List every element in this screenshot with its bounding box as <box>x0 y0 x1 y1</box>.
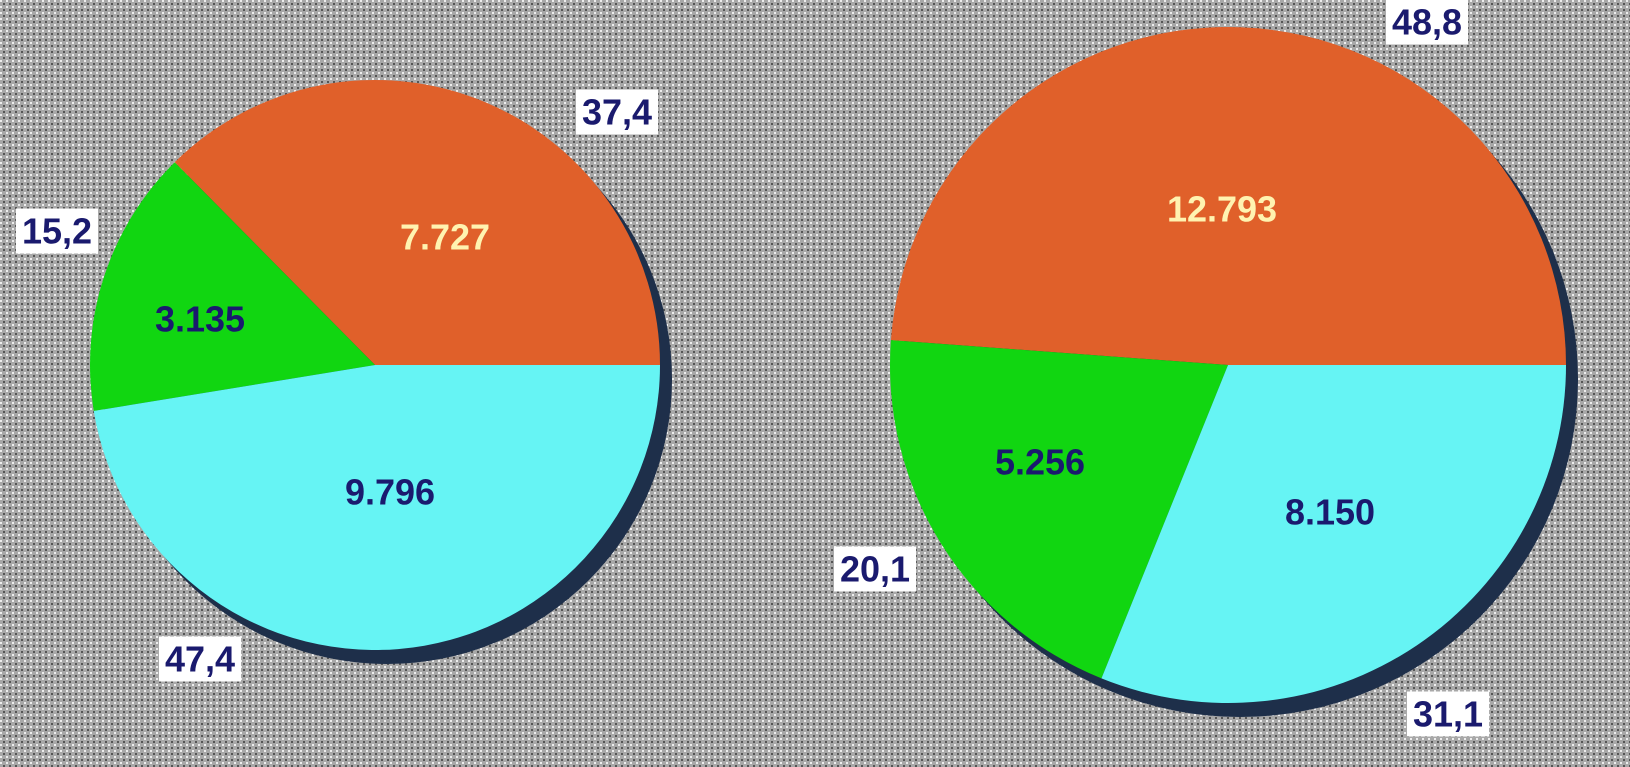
percent-label-box <box>575 89 659 135</box>
value-label: 9.796 <box>345 472 435 513</box>
pie-slice <box>890 26 1566 365</box>
percent-label-box <box>1406 691 1490 737</box>
value-label: 3.135 <box>155 299 245 340</box>
percent-label: 15,2 <box>22 211 92 252</box>
pie-slice <box>890 340 1228 679</box>
value-label: 5.256 <box>995 442 1085 483</box>
value-label: 8.150 <box>1285 492 1375 533</box>
pie-slice <box>174 80 660 365</box>
percent-label: 37,4 <box>582 92 652 133</box>
percent-label-box <box>15 208 99 254</box>
pie-slice <box>1101 365 1566 703</box>
percent-label: 47,4 <box>165 639 235 680</box>
percent-label: 20,1 <box>840 549 910 590</box>
pie-slice <box>89 162 376 412</box>
value-label: 12.793 <box>1167 189 1277 230</box>
value-label: 7.727 <box>400 217 490 258</box>
pie-slice <box>93 365 660 651</box>
percent-label-box <box>158 636 242 682</box>
percent-label: 48,8 <box>1392 2 1462 43</box>
percent-label: 31,1 <box>1413 694 1483 735</box>
percent-label-box <box>833 546 917 592</box>
percent-label-box <box>1385 0 1469 45</box>
